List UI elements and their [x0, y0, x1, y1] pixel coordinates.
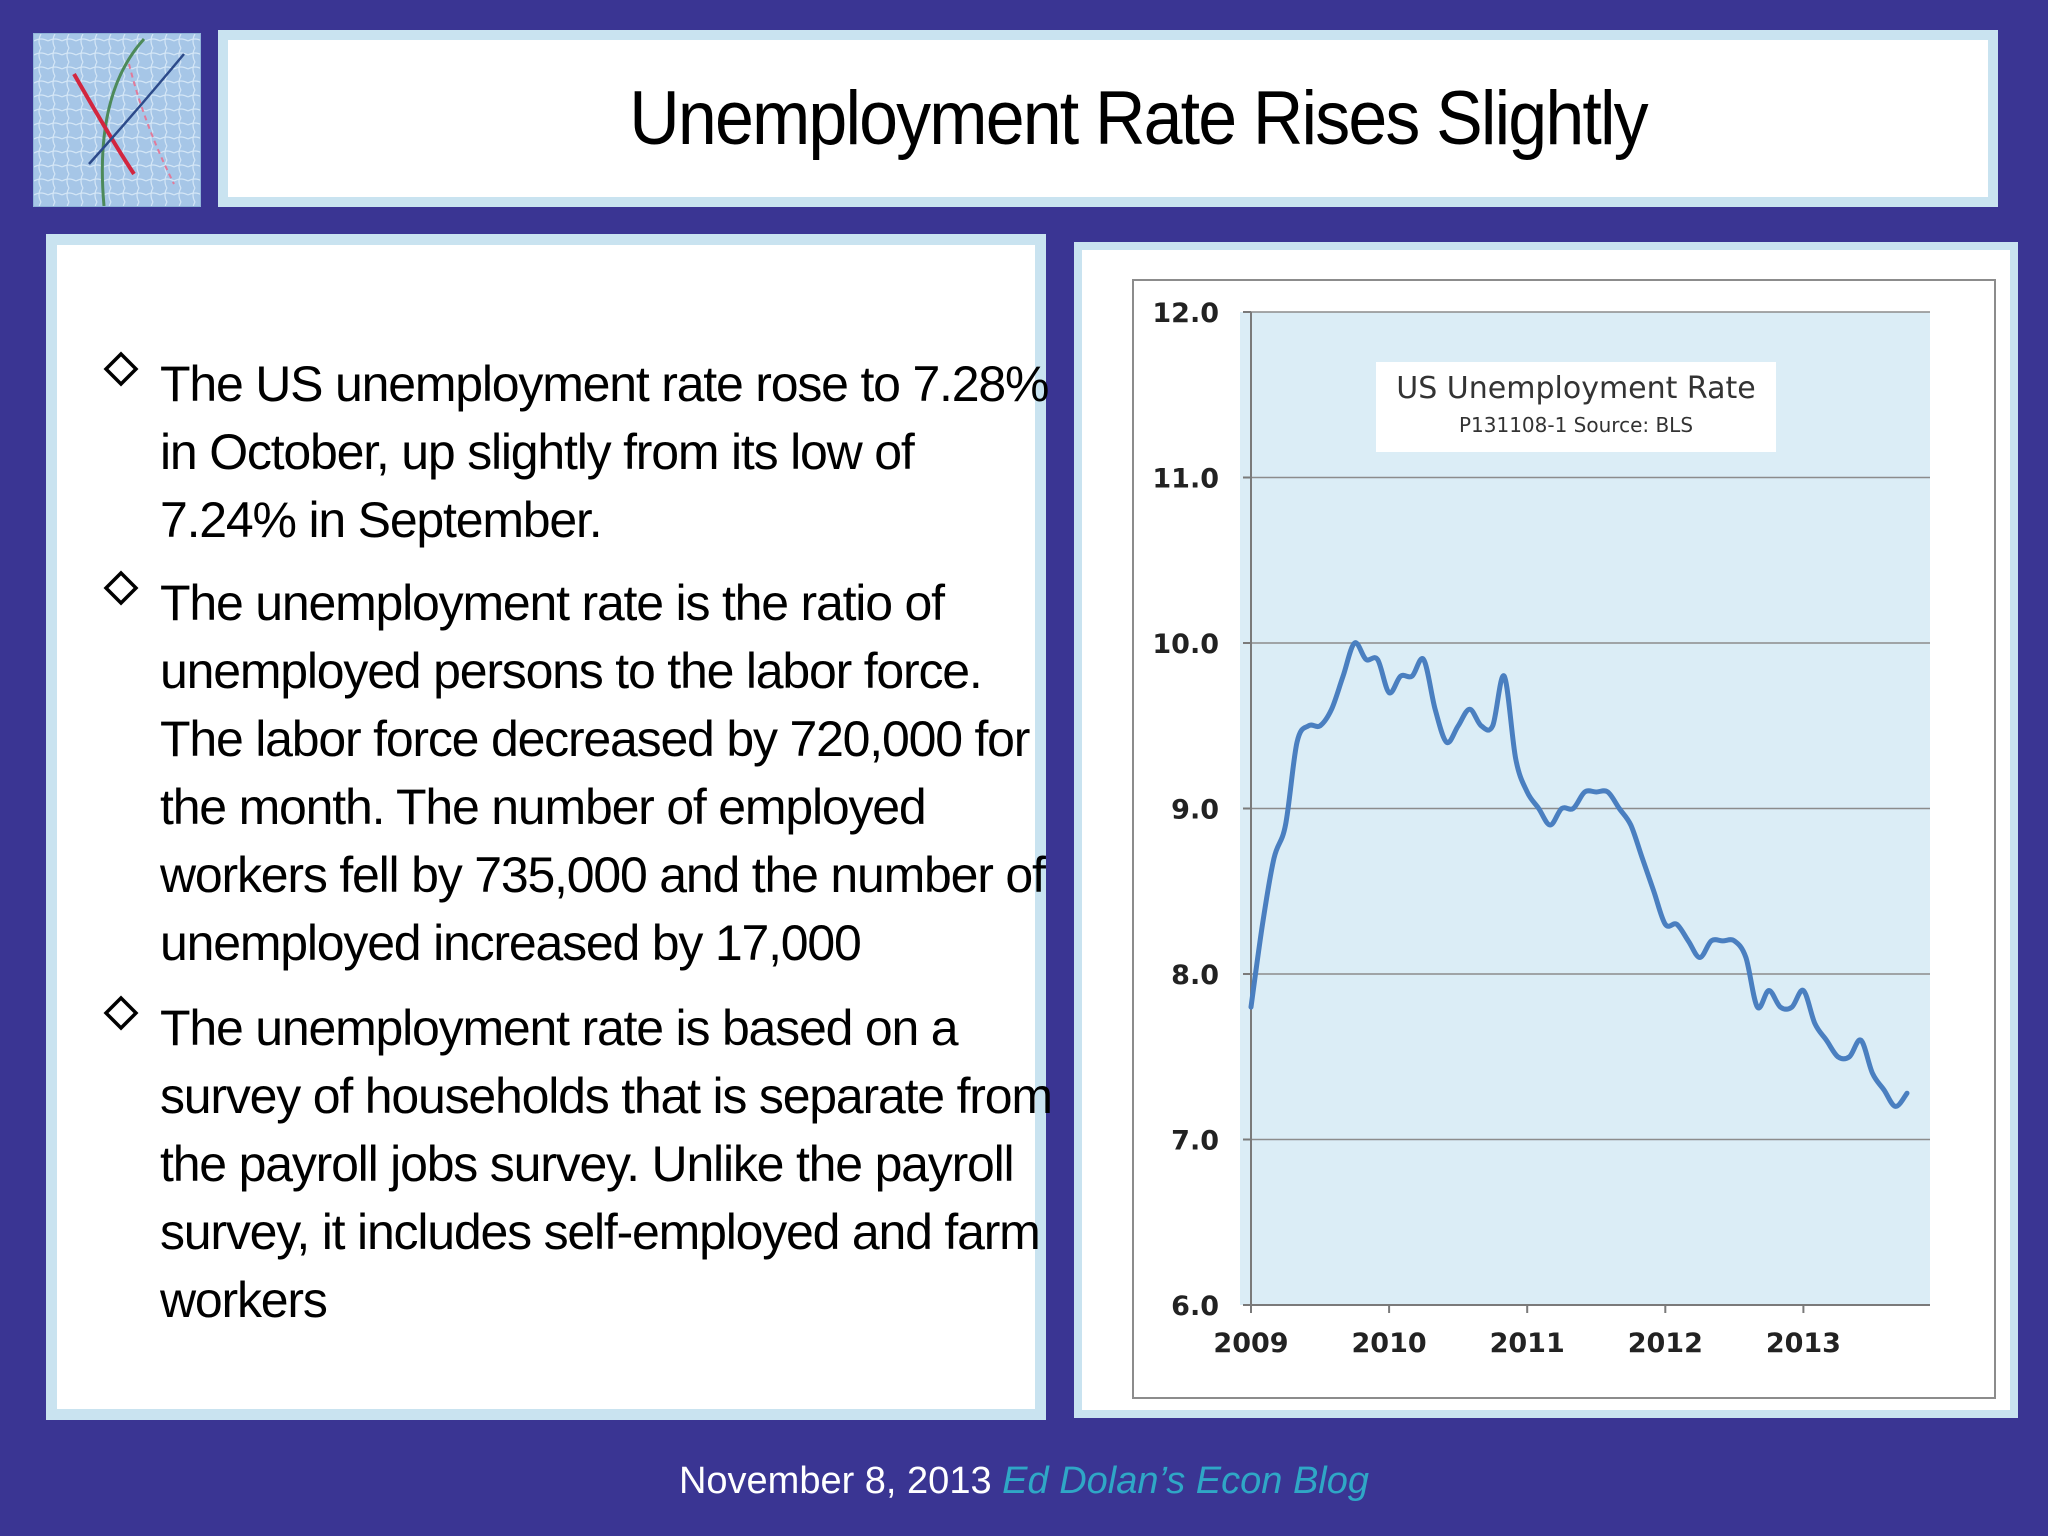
footer-blog-link[interactable]: Ed Dolan’s Econ Blog [1002, 1460, 1370, 1502]
x-tick-label: 2012 [1628, 1328, 1703, 1359]
bullet-text: The unemployment rate is the ratio of un… [160, 575, 1046, 971]
diamond-bullet-icon [103, 351, 139, 387]
chart-title: US Unemployment Rate [1396, 371, 1755, 406]
legend-background [1376, 362, 1776, 452]
gridlines [1251, 311, 1930, 1141]
y-tick-label: 6.0 [1171, 1291, 1219, 1322]
footer: November 8, 2013 Ed Dolan’s Econ Blog [0, 1460, 2048, 1503]
bullet-panel: The US unemployment rate rose to 7.28% i… [46, 234, 1053, 1420]
chart-subtitle: P131108-1 Source: BLS [1459, 413, 1693, 437]
axes [1243, 311, 1930, 1313]
diamond-bullet-icon [103, 995, 139, 1031]
x-tick-label: 2013 [1766, 1328, 1841, 1359]
bullet-text: The unemployment rate is based on a surv… [160, 1000, 1053, 1328]
y-tick-label: 9.0 [1171, 795, 1219, 826]
x-tick-label: 2010 [1352, 1328, 1427, 1359]
diamond-bullet-icon [103, 570, 139, 606]
economics-chart-logo [33, 33, 201, 207]
y-tick-label: 8.0 [1171, 960, 1219, 991]
series-lines [1248, 640, 1910, 1109]
x-tick-label: 2009 [1213, 1328, 1288, 1359]
tick-labels: 6.0 7.0 8.0 9.0 10.0 11.0 12.0 2009 2010 2011 2012… [1152, 298, 1841, 1359]
y-tick-label: 12.0 [1152, 298, 1219, 329]
title-panel: Unemployment Rate Rises Slightly [218, 30, 1998, 207]
chart-panel: 6.0 7.0 8.0 9.0 10.0 11.0 12.0 2009 2010 2011 2012… [1074, 242, 2018, 1418]
y-tick-label: 11.0 [1152, 464, 1219, 495]
bullet-text: The US unemployment rate rose to 7.28% i… [160, 356, 1049, 548]
y-tick-label: 7.0 [1171, 1126, 1219, 1157]
slide-title: Unemployment Rate Rises Slightly [629, 76, 1648, 161]
footer-date: November 8, 2013 [678, 1460, 992, 1502]
series-line-unemployment-rate [1248, 640, 1910, 1109]
logo-graphic [34, 34, 200, 206]
y-tick-label: 10.0 [1152, 629, 1219, 660]
unemployment-line-chart: 6.0 7.0 8.0 9.0 10.0 11.0 12.0 2009 2010 2011 2012… [1132, 279, 1996, 1399]
chart-legend-box: US Unemployment Rate P131108-1 Source: B… [1376, 362, 1776, 452]
x-tick-label: 2011 [1490, 1328, 1565, 1359]
